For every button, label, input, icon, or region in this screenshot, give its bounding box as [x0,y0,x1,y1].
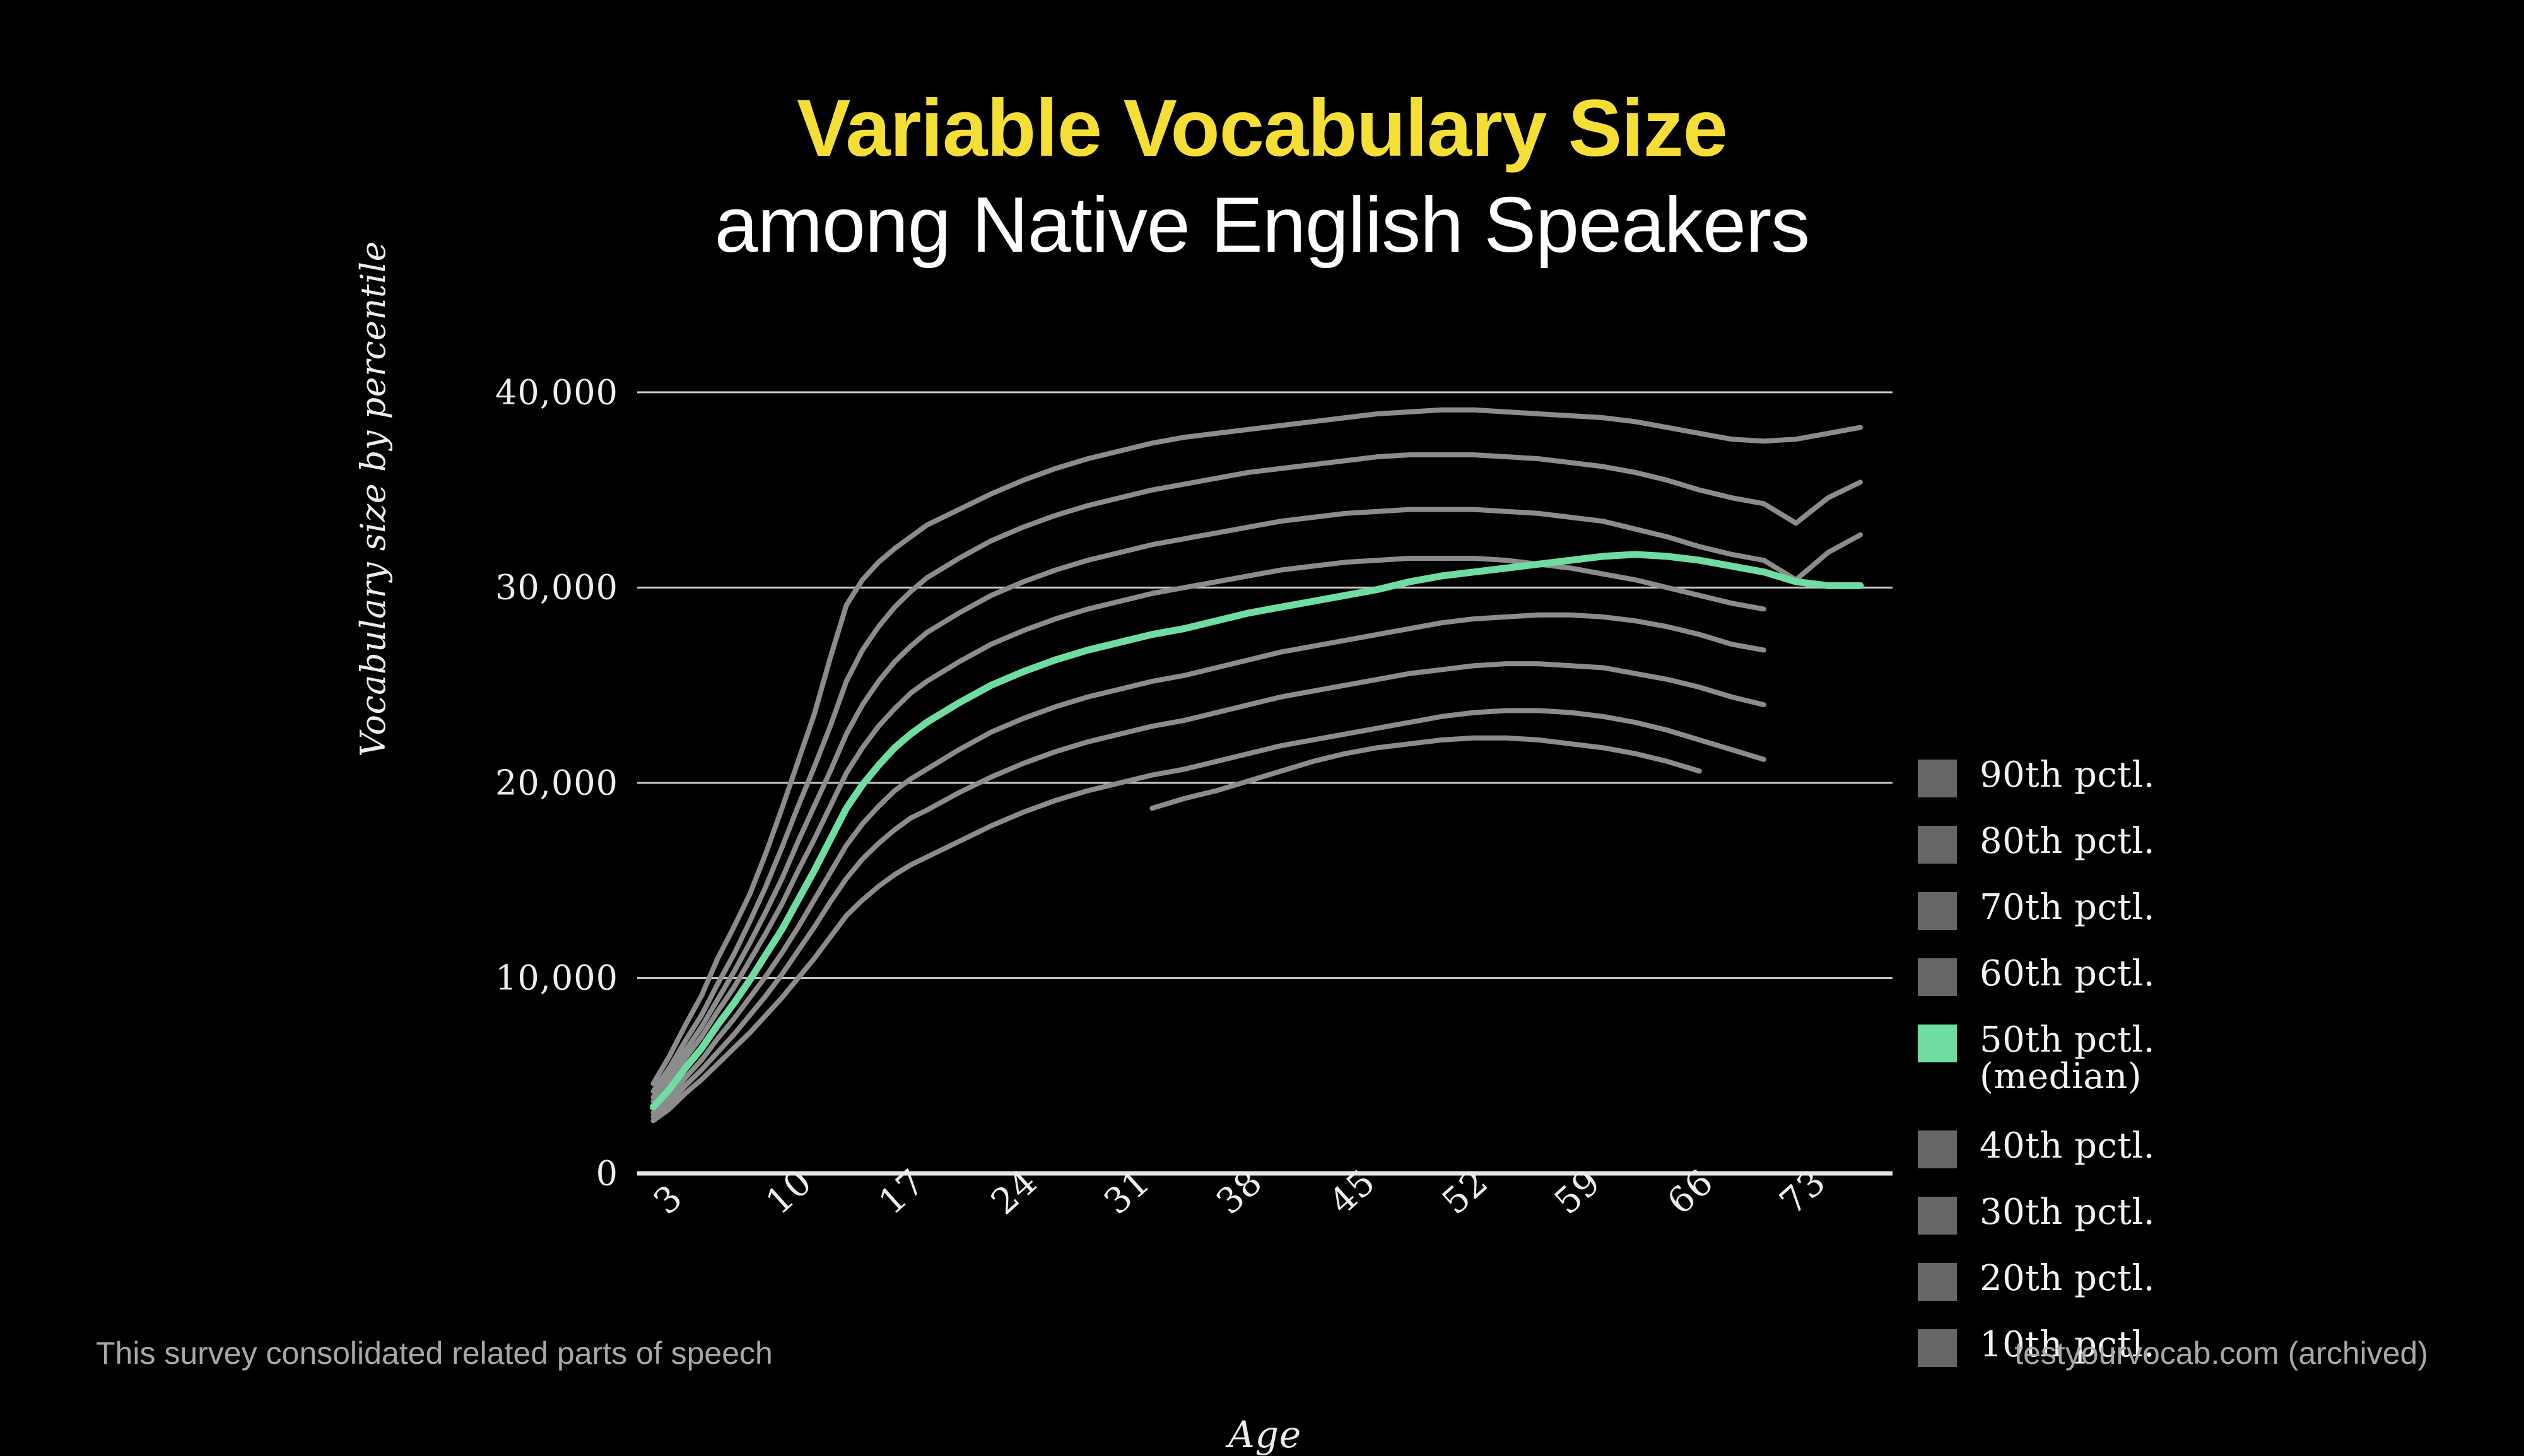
series-line [650,612,1766,1116]
plot-area [637,353,1893,1176]
legend-item[interactable]: 70th pctl. [1918,889,2296,956]
legend-swatch-icon [1918,1329,1957,1367]
series-line [650,551,1864,1111]
legend-label: 50th pctl. (median) [1980,1019,2156,1097]
slide-root: Variable Vocabulary Size among Native En… [0,88,2524,1456]
legend-label: 90th pctl. [1980,754,2156,796]
y-tick-label: 30,000 [495,567,618,608]
y-tick-label: 40,000 [495,372,618,413]
series-line [650,661,1766,1120]
legend-item[interactable]: 90th pctl. [1918,757,2296,823]
legend-item[interactable]: 10th pctl. [1918,1327,2296,1393]
legend-item[interactable]: 80th pctl. [1918,823,2296,889]
legend-swatch-icon [1918,958,1957,996]
y-axis-label: Vocabulary size by percentile [353,240,393,757]
series-line [1149,735,1702,811]
legend-item[interactable]: 60th pctl. [1918,956,2296,1022]
chart-figure: Vocabulary size by percentile 40,000 30,0… [0,241,2524,1456]
legend-item[interactable]: 50th pctl. (median) [1918,1022,2296,1128]
legend-swatch-icon [1918,760,1957,797]
y-tick-label: 10,000 [495,958,618,998]
title-block: Variable Vocabulary Size among Native En… [0,88,2524,271]
y-tick-label: 20,000 [495,763,618,803]
series-line [650,507,1863,1100]
legend-swatch-icon [1918,1197,1957,1235]
chart-legend: 90th pctl. 80th pctl. 70th pctl. 60th pctl.… [1918,757,2296,1393]
legend-swatch-icon [1918,892,1957,930]
legend-item[interactable]: 40th pctl. [1918,1128,2296,1194]
legend-label: 70th pctl. [1980,887,2156,928]
chart-svg [637,391,1893,1176]
y-tick-label: 0 [596,1153,618,1194]
legend-label: 10th pctl. [1980,1324,2156,1365]
footer-source: testyourvocab.com (archived) [2014,1336,2428,1371]
legend-label: 20th pctl. [1980,1258,2156,1299]
x-axis-label: Age [1228,1413,1302,1456]
page-subtitle: among Native English Speakers [714,182,1811,269]
x-tick-label: 3 [645,1177,691,1223]
legend-label: 60th pctl. [1980,953,2156,994]
legend-swatch-icon [1918,1024,1957,1062]
y-axis-ticks: 40,000 30,000 20,000 10,000 0 [404,353,618,1193]
legend-swatch-icon [1918,1263,1957,1301]
footer-note: This survey consolidated related parts o… [96,1336,773,1371]
legend-label: 80th pctl. [1980,821,2156,862]
page-title: Variable Vocabulary Size [797,83,1728,173]
series-line [650,556,1766,1104]
series-line [650,452,1863,1094]
legend-item[interactable]: 30th pctl. [1918,1194,2296,1260]
series-line [650,407,1863,1086]
legend-swatch-icon [1918,826,1957,864]
legend-item[interactable]: 20th pctl. [1918,1260,2296,1327]
legend-label: 40th pctl. [1980,1125,2156,1166]
legend-label: 30th pctl. [1980,1192,2156,1233]
series-line [650,708,1766,1124]
legend-swatch-icon [1918,1130,1957,1168]
